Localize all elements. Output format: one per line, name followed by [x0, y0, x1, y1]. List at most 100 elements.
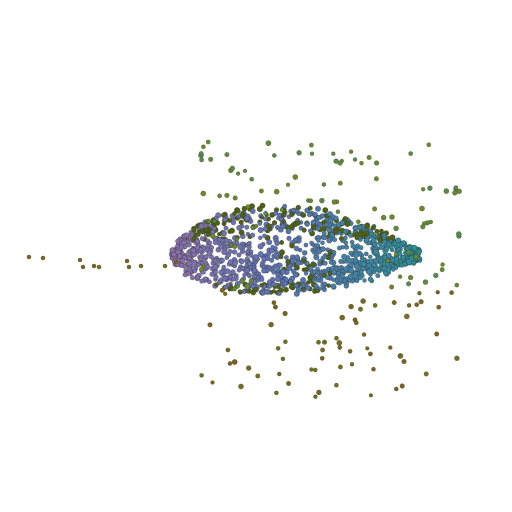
cloud-point — [302, 228, 307, 233]
cloud-point — [260, 215, 264, 219]
cloud-point — [217, 232, 221, 236]
cloud-point — [207, 250, 212, 255]
cloud-point — [323, 255, 327, 259]
cloud-point — [309, 199, 313, 203]
cloud-point — [289, 284, 294, 289]
cloud-point — [356, 220, 360, 224]
cloud-point — [293, 272, 298, 277]
cloud-point — [308, 206, 312, 210]
cloud-point — [364, 252, 368, 256]
cloud-point — [329, 260, 333, 264]
cloud-point — [199, 158, 203, 162]
cloud-point — [375, 229, 380, 234]
cloud-point — [316, 340, 320, 344]
cloud-point — [201, 264, 205, 268]
cloud-point — [304, 243, 308, 247]
cloud-point — [200, 236, 205, 241]
cloud-point — [345, 221, 350, 226]
cloud-point — [230, 270, 235, 275]
cloud-point — [230, 166, 235, 171]
cloud-point — [226, 348, 230, 352]
cloud-point — [200, 279, 205, 284]
cloud-point — [316, 239, 320, 243]
cloud-point — [281, 357, 285, 361]
cloud-point — [180, 263, 184, 267]
cloud-point — [322, 182, 326, 186]
cloud-point — [260, 283, 264, 287]
cloud-point — [204, 228, 209, 233]
cloud-point — [436, 290, 440, 294]
cloud-point — [222, 249, 227, 254]
cloud-point — [332, 200, 337, 205]
cloud-point — [286, 183, 290, 187]
cloud-point — [340, 315, 345, 320]
cloud-point — [338, 259, 343, 264]
cloud-point — [253, 254, 258, 259]
cloud-point — [386, 259, 390, 263]
cloud-point — [310, 368, 314, 372]
cloud-point — [237, 268, 241, 272]
cloud-point — [186, 261, 191, 266]
cloud-point — [334, 216, 339, 221]
cloud-point — [419, 206, 424, 211]
cloud-point — [428, 186, 433, 191]
cloud-point — [322, 340, 327, 345]
cloud-point — [344, 266, 349, 271]
cloud-point — [245, 257, 249, 261]
cloud-point — [408, 275, 413, 280]
cloud-point — [283, 287, 288, 292]
cloud-point — [315, 206, 320, 211]
cloud-point — [310, 241, 314, 245]
cloud-point — [455, 283, 459, 287]
cloud-point — [195, 239, 200, 244]
cloud-point — [358, 307, 363, 312]
cloud-point — [223, 292, 227, 296]
cloud-point — [349, 251, 353, 255]
cloud-point — [245, 225, 249, 229]
cloud-point — [269, 258, 273, 262]
cloud-point — [316, 249, 321, 254]
cloud-point — [338, 345, 342, 349]
cloud-point — [349, 304, 354, 309]
cloud-point — [316, 226, 321, 231]
cloud-point — [279, 250, 285, 256]
cloud-point — [269, 322, 274, 327]
cloud-point — [275, 277, 280, 282]
cloud-point — [454, 186, 458, 190]
cloud-point — [320, 356, 324, 360]
cloud-point — [196, 232, 201, 237]
cloud-point — [338, 181, 342, 185]
cloud-point — [362, 333, 366, 337]
cloud-point — [273, 305, 277, 309]
cloud-point — [320, 348, 324, 352]
cloud-point — [266, 141, 271, 146]
cloud-point — [359, 270, 363, 274]
cloud-point — [294, 284, 298, 288]
cloud-point — [307, 212, 312, 217]
cloud-point — [358, 232, 363, 237]
cloud-point — [311, 220, 316, 225]
cloud-point — [353, 252, 359, 258]
cloud-point — [313, 368, 317, 372]
cloud-point — [296, 261, 301, 266]
cloud-point — [328, 250, 332, 254]
cloud-point — [139, 264, 143, 268]
cloud-point — [274, 246, 278, 250]
cloud-point — [341, 254, 346, 259]
cloud-point — [394, 252, 398, 256]
cloud-point — [239, 220, 244, 225]
cloud-point — [295, 209, 299, 213]
cloud-point — [338, 278, 342, 282]
cloud-point — [367, 155, 372, 160]
cloud-point — [330, 232, 335, 237]
cloud-point — [374, 177, 378, 181]
cloud-point — [440, 267, 444, 271]
cloud-point — [403, 262, 407, 266]
cloud-point — [378, 237, 383, 242]
cloud-point — [176, 239, 181, 244]
cloud-point — [127, 265, 131, 269]
cloud-point — [287, 236, 292, 241]
cloud-point — [424, 372, 428, 376]
cloud-point — [258, 221, 262, 225]
